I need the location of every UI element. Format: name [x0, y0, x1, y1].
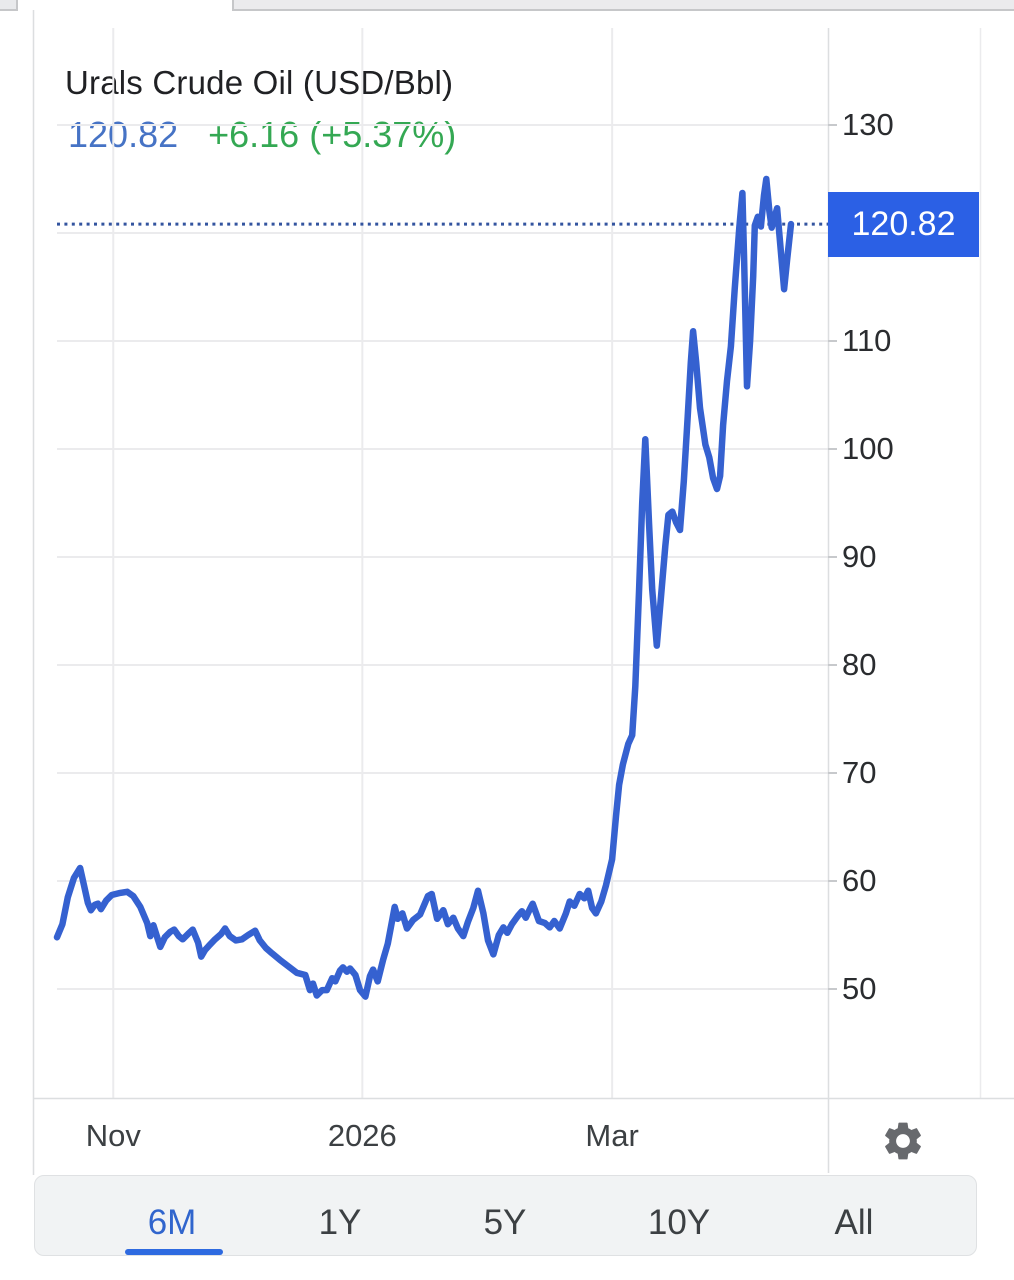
y-axis-label: 80: [842, 647, 877, 682]
range-selector-bar: [34, 1175, 977, 1256]
x-axis-label: Nov: [85, 1118, 141, 1153]
gear-icon: [885, 1122, 921, 1160]
x-axis-label: Mar: [585, 1118, 639, 1153]
settings-button[interactable]: [877, 1115, 929, 1167]
y-axis-label: 60: [842, 863, 877, 898]
range-button-10y[interactable]: 10Y: [638, 1197, 720, 1249]
y-axis-label: 110: [842, 323, 892, 358]
x-axis-label: 2026: [327, 1118, 397, 1153]
active-range-indicator: [125, 1249, 223, 1255]
chart-title: Urals Crude Oil (USD/Bbl): [65, 64, 454, 101]
range-button-1y[interactable]: 1Y: [309, 1197, 372, 1249]
browser-tab-strip-right: [232, 0, 1014, 11]
y-axis-label: 70: [842, 755, 877, 790]
y-axis-label: 130: [842, 107, 894, 142]
browser-tab-strip-left: [0, 0, 18, 11]
price-line-chart[interactable]: [0, 0, 1014, 1180]
range-button-6m[interactable]: 6M: [138, 1197, 207, 1249]
current-price: 120.82: [68, 114, 179, 155]
price-row: 120.82 +6.16 (+5.37%): [68, 114, 456, 156]
y-axis-label: 100: [842, 431, 894, 466]
range-button-all[interactable]: All: [825, 1197, 884, 1249]
range-button-5y[interactable]: 5Y: [474, 1197, 537, 1249]
chart-canvas[interactable]: 130 110 100 90 80 70 60 50 120.82 Nov 2026 Mar: [0, 0, 1014, 1180]
price-change: +6.16 (+5.37%): [208, 114, 457, 155]
y-axis-label: 90: [842, 539, 877, 574]
y-axis-label: 50: [842, 971, 877, 1006]
last-price-badge: 120.82: [828, 192, 979, 258]
